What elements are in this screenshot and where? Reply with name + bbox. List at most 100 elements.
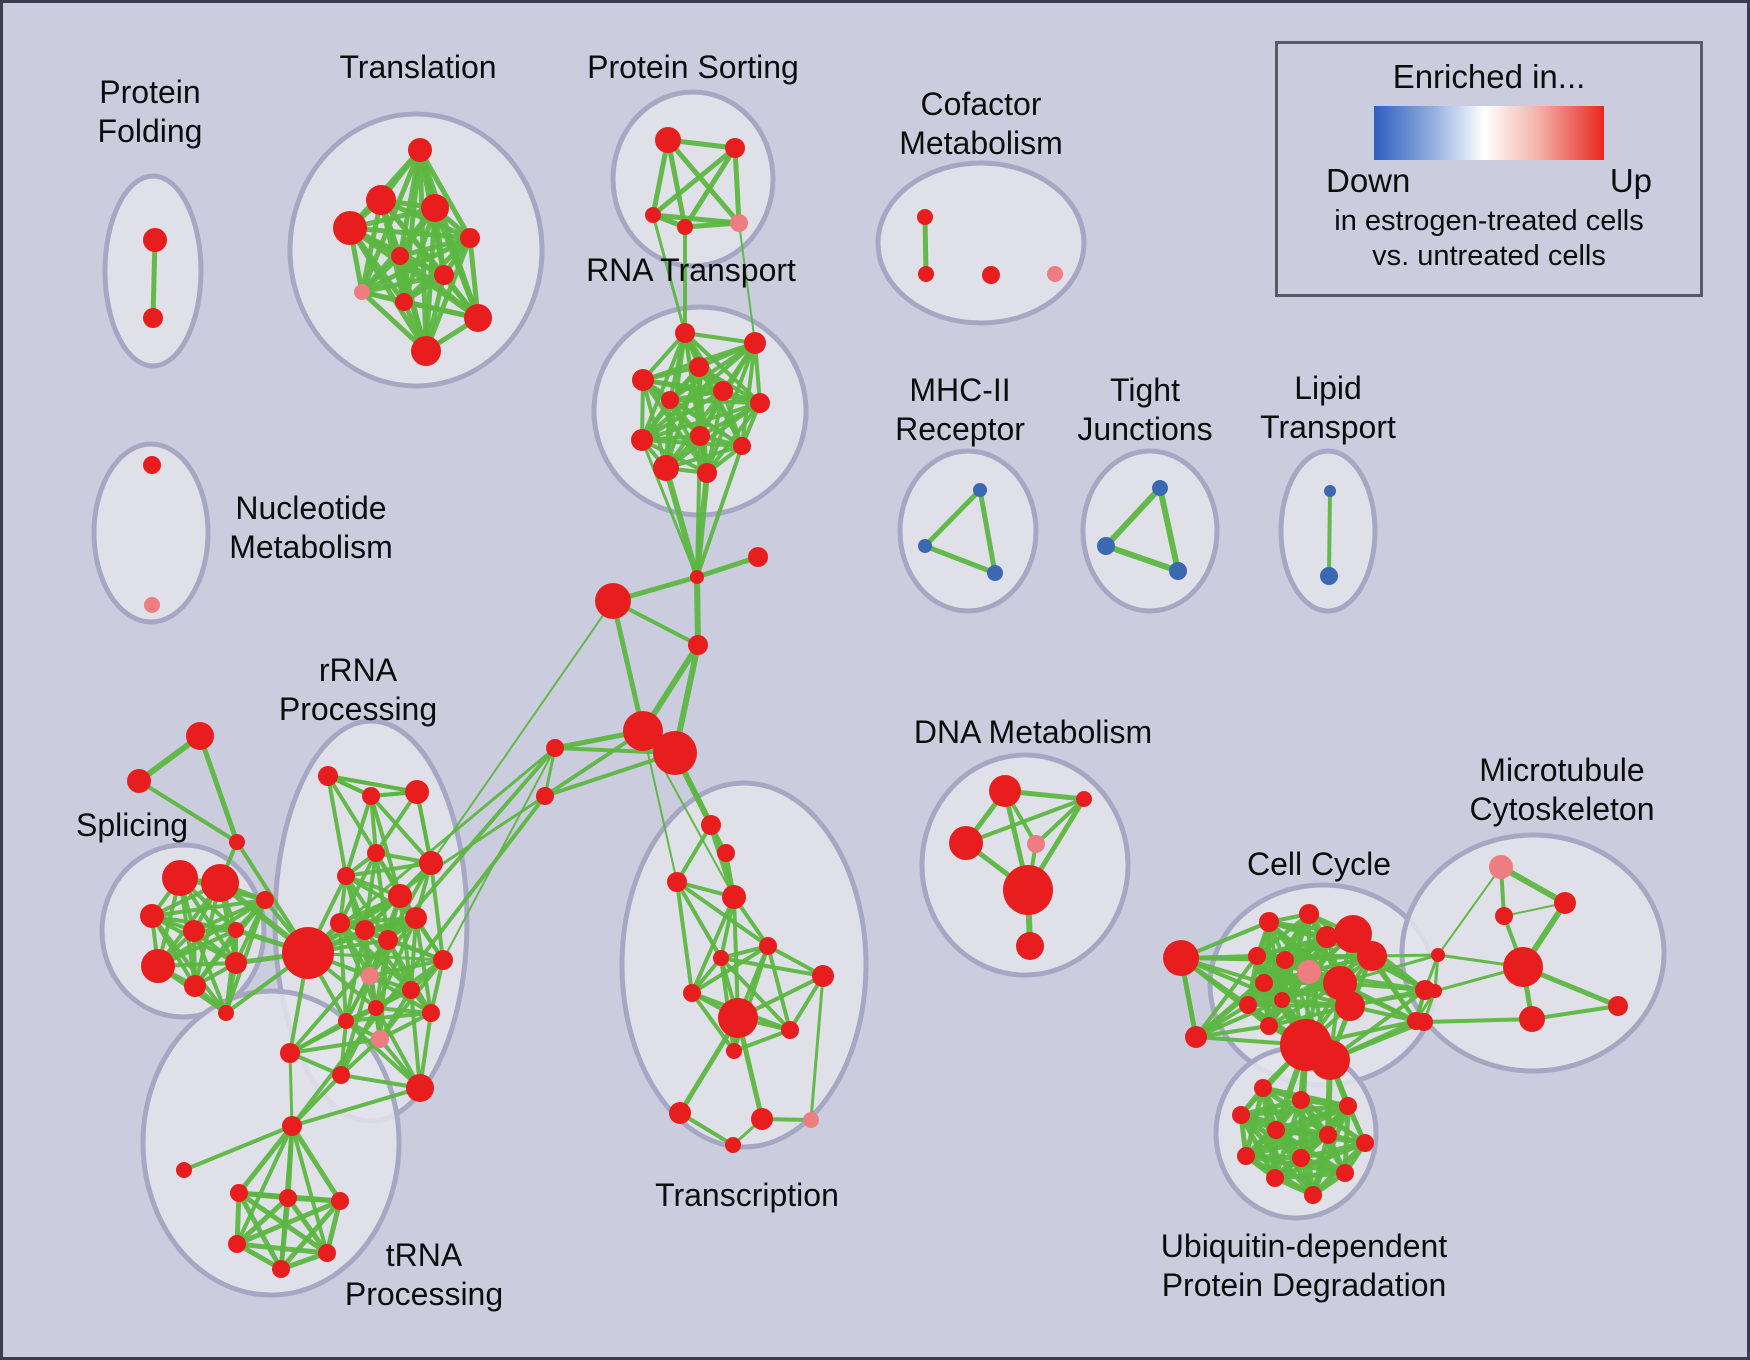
network-node-trna-processing[interactable]: [228, 1235, 246, 1253]
network-node-ubiquitin-degradation[interactable]: [1266, 1169, 1284, 1187]
network-node-transcription[interactable]: [751, 1108, 773, 1130]
network-node-cell-cycle[interactable]: [1316, 926, 1338, 948]
network-node-trna-processing[interactable]: [176, 1162, 192, 1178]
network-node-ubiquitin-degradation[interactable]: [1267, 1121, 1285, 1139]
network-node-cofactor-metabolism[interactable]: [982, 266, 1000, 284]
network-node-cell-cycle[interactable]: [1248, 947, 1266, 965]
network-node-translation[interactable]: [434, 265, 454, 285]
network-node-rrna-processing[interactable]: [186, 722, 214, 750]
network-node-rrna-processing[interactable]: [355, 920, 375, 940]
network-node-ubiquitin-degradation[interactable]: [1232, 1106, 1250, 1124]
network-node-rrna-processing[interactable]: [371, 1030, 389, 1048]
network-node-dna-metabolism[interactable]: [989, 775, 1021, 807]
network-node-microtubule-cytoskeleton[interactable]: [1415, 1013, 1433, 1031]
network-node-rna-transport[interactable]: [697, 463, 717, 483]
network-node-rrna-processing[interactable]: [402, 981, 420, 999]
network-node-cofactor-metabolism[interactable]: [1047, 266, 1063, 282]
network-node-rrna-processing[interactable]: [367, 844, 385, 862]
network-node-backbone[interactable]: [623, 711, 663, 751]
network-node-translation[interactable]: [333, 211, 367, 245]
network-node-rrna-processing[interactable]: [338, 1013, 354, 1029]
network-node-rrna-processing[interactable]: [229, 834, 245, 850]
network-node-ubiquitin-degradation[interactable]: [1339, 1097, 1357, 1115]
network-node-cell-cycle[interactable]: [1335, 991, 1365, 1021]
network-node-transcription[interactable]: [726, 1043, 742, 1059]
network-node-protein-folding[interactable]: [143, 308, 163, 328]
network-node-rrna-processing[interactable]: [405, 907, 427, 929]
network-node-microtubule-cytoskeleton[interactable]: [1431, 948, 1445, 962]
network-node-cell-cycle[interactable]: [1297, 960, 1321, 984]
network-node-rna-transport[interactable]: [653, 455, 679, 481]
network-node-rrna-processing[interactable]: [422, 1004, 440, 1022]
network-node-ubiquitin-degradation[interactable]: [1336, 1164, 1354, 1182]
network-node-rna-transport[interactable]: [690, 426, 710, 446]
network-node-backbone[interactable]: [688, 635, 708, 655]
network-node-rna-transport[interactable]: [713, 381, 733, 401]
network-node-cell-cycle[interactable]: [1239, 996, 1257, 1014]
network-node-backbone[interactable]: [653, 731, 697, 775]
network-node-ubiquitin-degradation[interactable]: [1237, 1147, 1255, 1165]
network-node-rrna-processing[interactable]: [368, 1000, 384, 1016]
network-node-backbone[interactable]: [748, 547, 768, 567]
network-node-cell-cycle[interactable]: [1259, 912, 1279, 932]
network-node-lipid-transport[interactable]: [1324, 485, 1336, 497]
network-node-microtubule-cytoskeleton[interactable]: [1428, 984, 1442, 998]
network-node-rna-transport[interactable]: [750, 393, 770, 413]
network-node-nucleotide-metabolism[interactable]: [143, 456, 161, 474]
network-node-translation[interactable]: [421, 194, 449, 222]
network-node-rrna-processing[interactable]: [280, 1043, 300, 1063]
network-node-splicing[interactable]: [184, 975, 206, 997]
network-node-rna-transport[interactable]: [631, 429, 653, 451]
network-node-protein-sorting[interactable]: [730, 214, 748, 232]
network-node-cell-cycle[interactable]: [1163, 940, 1199, 976]
network-node-splicing[interactable]: [140, 904, 164, 928]
network-node-transcription[interactable]: [803, 1112, 819, 1128]
network-node-dna-metabolism[interactable]: [949, 826, 983, 860]
network-node-dna-metabolism[interactable]: [1027, 835, 1045, 853]
network-node-rna-transport[interactable]: [675, 323, 695, 343]
network-node-transcription[interactable]: [812, 965, 834, 987]
network-node-protein-sorting[interactable]: [645, 207, 661, 223]
network-node-backbone[interactable]: [595, 583, 631, 619]
network-node-cell-cycle[interactable]: [1274, 992, 1290, 1008]
network-node-splicing[interactable]: [162, 860, 198, 896]
network-node-rrna-processing[interactable]: [419, 851, 443, 875]
network-node-backbone[interactable]: [546, 739, 564, 757]
network-node-nucleotide-metabolism[interactable]: [144, 597, 160, 613]
network-node-translation[interactable]: [464, 304, 492, 332]
network-node-rrna-processing[interactable]: [361, 967, 379, 985]
network-node-splicing[interactable]: [141, 949, 175, 983]
network-node-rrna-processing[interactable]: [282, 927, 334, 979]
network-node-dna-metabolism[interactable]: [1076, 791, 1092, 807]
network-node-ubiquitin-degradation[interactable]: [1292, 1149, 1310, 1167]
network-node-rrna-processing[interactable]: [362, 787, 380, 805]
network-node-microtubule-cytoskeleton[interactable]: [1608, 996, 1628, 1016]
network-node-splicing[interactable]: [225, 952, 247, 974]
network-node-rrna-processing[interactable]: [405, 780, 429, 804]
network-node-translation[interactable]: [391, 247, 409, 265]
network-node-cofactor-metabolism[interactable]: [917, 209, 933, 225]
network-node-rrna-processing[interactable]: [330, 913, 350, 933]
network-node-ubiquitin-degradation[interactable]: [1319, 1126, 1337, 1144]
network-node-tight-junctions[interactable]: [1152, 480, 1168, 496]
network-node-rna-transport[interactable]: [632, 369, 654, 391]
network-node-microtubule-cytoskeleton[interactable]: [1554, 892, 1576, 914]
network-node-rrna-processing[interactable]: [337, 867, 355, 885]
network-node-cell-cycle[interactable]: [1185, 1026, 1207, 1048]
network-node-mhc-ii-receptor[interactable]: [973, 483, 987, 497]
network-node-mhc-ii-receptor[interactable]: [918, 539, 932, 553]
network-node-tight-junctions[interactable]: [1169, 562, 1187, 580]
network-node-microtubule-cytoskeleton[interactable]: [1503, 947, 1543, 987]
network-node-rna-transport[interactable]: [689, 357, 709, 377]
network-node-splicing[interactable]: [218, 1005, 234, 1021]
network-node-trna-processing[interactable]: [279, 1189, 297, 1207]
network-node-protein-sorting[interactable]: [677, 219, 693, 235]
network-node-transcription[interactable]: [722, 885, 746, 909]
network-node-microtubule-cytoskeleton[interactable]: [1519, 1006, 1545, 1032]
network-node-translation[interactable]: [411, 336, 441, 366]
network-node-protein-sorting[interactable]: [725, 138, 745, 158]
network-node-protein-sorting[interactable]: [655, 127, 681, 153]
network-node-splicing[interactable]: [228, 922, 244, 938]
network-node-transcription[interactable]: [759, 937, 777, 955]
network-node-transcription[interactable]: [667, 872, 687, 892]
